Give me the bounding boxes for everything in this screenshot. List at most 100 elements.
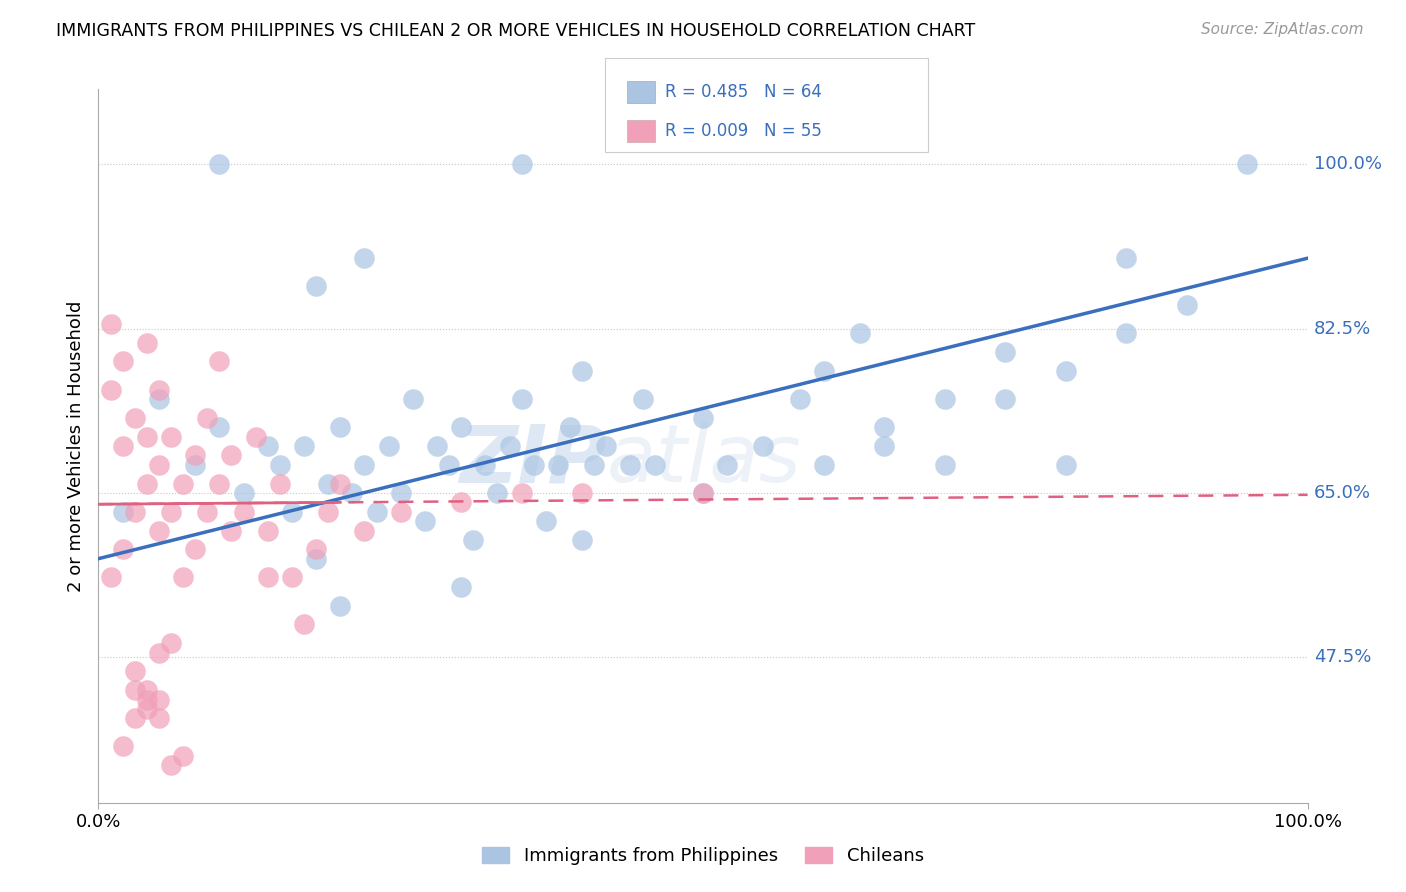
- Point: [789, 392, 811, 406]
- Text: 65.0%: 65.0%: [1313, 484, 1371, 502]
- Text: Source: ZipAtlas.com: Source: ZipAtlas.com: [1201, 22, 1364, 37]
- Point: [571, 533, 593, 547]
- Point: [994, 345, 1017, 359]
- Point: [172, 476, 194, 491]
- Point: [245, 429, 267, 443]
- Point: [692, 486, 714, 500]
- Point: [389, 486, 412, 500]
- Point: [450, 495, 472, 509]
- Point: [498, 439, 520, 453]
- Point: [135, 692, 157, 706]
- Point: [184, 542, 207, 557]
- Point: [148, 711, 170, 725]
- Point: [208, 476, 231, 491]
- Point: [329, 420, 352, 434]
- Point: [208, 157, 231, 171]
- Point: [534, 514, 557, 528]
- Point: [111, 439, 134, 453]
- Point: [329, 476, 352, 491]
- Point: [644, 458, 666, 472]
- Point: [849, 326, 872, 341]
- Point: [195, 410, 218, 425]
- Point: [716, 458, 738, 472]
- Point: [305, 551, 328, 566]
- Point: [1115, 326, 1137, 341]
- Point: [426, 439, 449, 453]
- Point: [510, 392, 533, 406]
- Point: [256, 439, 278, 453]
- Point: [873, 439, 896, 453]
- Point: [172, 570, 194, 584]
- Point: [100, 570, 122, 584]
- Point: [111, 542, 134, 557]
- Point: [208, 420, 231, 434]
- Point: [342, 486, 364, 500]
- Point: [353, 251, 375, 265]
- Point: [184, 449, 207, 463]
- Point: [135, 335, 157, 350]
- Point: [111, 505, 134, 519]
- Point: [124, 683, 146, 698]
- Point: [934, 392, 956, 406]
- Text: R = 0.485   N = 64: R = 0.485 N = 64: [665, 83, 823, 101]
- Point: [547, 458, 569, 472]
- Text: R = 0.009   N = 55: R = 0.009 N = 55: [665, 122, 823, 140]
- Point: [208, 354, 231, 368]
- Point: [160, 636, 183, 650]
- Point: [813, 364, 835, 378]
- Point: [413, 514, 436, 528]
- Point: [124, 505, 146, 519]
- Point: [124, 665, 146, 679]
- Point: [111, 739, 134, 754]
- Point: [510, 486, 533, 500]
- Point: [124, 711, 146, 725]
- Point: [100, 317, 122, 331]
- Point: [377, 439, 399, 453]
- Point: [135, 476, 157, 491]
- Text: 82.5%: 82.5%: [1313, 319, 1371, 338]
- Point: [148, 524, 170, 538]
- Point: [135, 429, 157, 443]
- Text: atlas: atlas: [606, 421, 801, 500]
- Y-axis label: 2 or more Vehicles in Household: 2 or more Vehicles in Household: [66, 301, 84, 591]
- Point: [292, 439, 315, 453]
- Point: [353, 458, 375, 472]
- Point: [329, 599, 352, 613]
- Point: [269, 476, 291, 491]
- Point: [1054, 458, 1077, 472]
- Point: [934, 458, 956, 472]
- Point: [994, 392, 1017, 406]
- Point: [571, 364, 593, 378]
- Point: [111, 354, 134, 368]
- Point: [221, 449, 243, 463]
- Point: [316, 476, 339, 491]
- Point: [100, 383, 122, 397]
- Point: [1054, 364, 1077, 378]
- Point: [221, 524, 243, 538]
- Point: [281, 570, 304, 584]
- Point: [256, 570, 278, 584]
- Point: [292, 617, 315, 632]
- Text: 100.0%: 100.0%: [1313, 155, 1382, 173]
- Point: [558, 420, 581, 434]
- Point: [402, 392, 425, 406]
- Point: [463, 533, 485, 547]
- Point: [389, 505, 412, 519]
- Point: [752, 439, 775, 453]
- Point: [305, 279, 328, 293]
- Point: [510, 157, 533, 171]
- Point: [595, 439, 617, 453]
- Point: [1175, 298, 1198, 312]
- Point: [316, 505, 339, 519]
- Text: 47.5%: 47.5%: [1313, 648, 1371, 666]
- Point: [692, 486, 714, 500]
- Point: [813, 458, 835, 472]
- Point: [619, 458, 641, 472]
- Point: [281, 505, 304, 519]
- Point: [450, 580, 472, 594]
- Point: [305, 542, 328, 557]
- Point: [571, 486, 593, 500]
- Point: [148, 458, 170, 472]
- Text: ZIP: ZIP: [458, 421, 606, 500]
- Point: [873, 420, 896, 434]
